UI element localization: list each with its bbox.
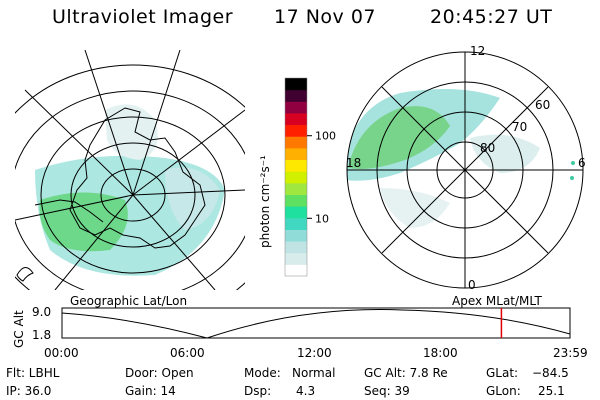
info-flt: Flt: LBHL (6, 366, 60, 380)
colorbar-swatch (285, 182, 307, 195)
info-seq: Seq: 39 (364, 384, 410, 398)
mlt-label-18: 18 (346, 156, 362, 170)
geographic-map (15, 50, 245, 290)
altitude-plot (61, 307, 571, 339)
info-glon-value: 25.1 (538, 384, 565, 398)
left-map-caption: Geographic Lat/Lon (70, 294, 188, 308)
altitude-xtick-4: 23:59 (553, 346, 588, 360)
info-glon-label: GLon: (486, 384, 521, 398)
colorbar-swatch (285, 101, 307, 114)
colorbar-tick-label: 10 (315, 212, 329, 225)
antarctica-outline (69, 107, 206, 249)
altitude-xtick-0: 00:00 (44, 346, 79, 360)
colorbar-ticks: 100 10 (307, 130, 336, 225)
info-gain: Gain: 14 (125, 384, 176, 398)
colorbar-swatch (285, 112, 307, 126)
colorbar-swatch (285, 217, 307, 230)
info-door: Door: Open (125, 366, 194, 380)
right-map-caption: Apex MLat/MLT (452, 294, 542, 308)
altitude-ytick-bottom: 1.8 (32, 328, 52, 342)
info-glat-value: −84.5 (532, 366, 569, 380)
info-gc-alt: GC Alt: 7.8 Re (364, 366, 448, 380)
colorbar-swatch (285, 229, 307, 242)
header-time: 20:45:27 UT (430, 6, 553, 28)
info-ip: IP: 36.0 (6, 384, 52, 398)
colorbar-unit-label: photon cm⁻²s⁻¹ (258, 155, 272, 248)
colorbar-swatch (285, 124, 307, 137)
colorbar-swatch (285, 159, 307, 172)
colorbar-swatch (285, 78, 307, 91)
colorbar-swatch (285, 171, 307, 184)
altitude-xtick-3: 18:00 (423, 346, 458, 360)
info-glat-label: GLat: (486, 366, 519, 380)
emission-right (165, 167, 220, 230)
app-title: Ultraviolet Imager (52, 6, 234, 28)
altitude-curve (61, 309, 571, 339)
colorbar-tick-label: 100 (315, 130, 336, 143)
altitude-xtick-2: 12:00 (297, 346, 332, 360)
altitude-ylabel: GC Alt (12, 310, 26, 348)
emission-upper (105, 104, 158, 160)
sun-logo-icon (16, 267, 34, 282)
mlt-label-6: 6 (578, 156, 586, 170)
colorbar-swatch (285, 147, 307, 161)
info-mode-value: Normal (292, 366, 336, 380)
colorbar-swatch (285, 194, 307, 207)
mlat-label-60: 60 (535, 98, 551, 112)
colorbar-swatch (285, 252, 307, 265)
info-mode-label: Mode: (244, 366, 281, 380)
mlt-label-0: 0 (468, 278, 476, 292)
emission-core (39, 192, 128, 252)
colorbar-swatch (285, 206, 307, 219)
mlat-label-80: 80 (480, 141, 496, 155)
colorbar-swatch (285, 241, 307, 254)
colorbar: 100 10 (284, 77, 336, 277)
mlat-label-70: 70 (512, 120, 528, 134)
header-date: 17 Nov 07 (274, 6, 377, 28)
altitude-xtick-1: 06:00 (170, 346, 205, 360)
colorbar-swatch (285, 264, 307, 277)
info-dsp-value: 4.3 (296, 384, 316, 398)
coast-line (34, 199, 104, 223)
info-dsp-label: Dsp: (244, 384, 272, 398)
altitude-ytick-top: 9.0 (32, 305, 52, 319)
dial-emission-core (348, 106, 450, 169)
colorbar-swatches (285, 78, 307, 277)
mlt-label-12: 12 (470, 44, 486, 58)
magnetic-dial (346, 51, 584, 289)
colorbar-swatch (285, 136, 307, 149)
colorbar-swatch (285, 89, 307, 102)
